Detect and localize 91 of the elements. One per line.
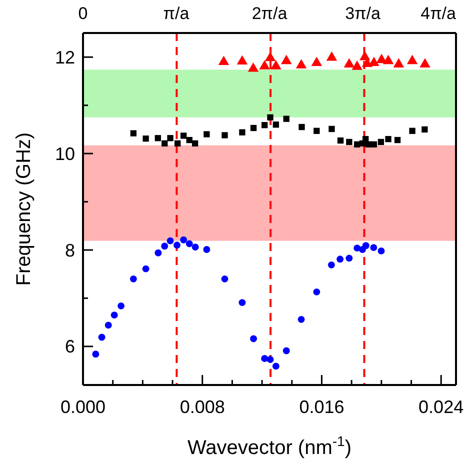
x-tick-label: 0.008	[180, 397, 225, 417]
point	[313, 288, 320, 296]
point	[352, 60, 362, 70]
point	[370, 141, 378, 148]
x2-tick-label: 2π/a	[252, 4, 288, 23]
point	[221, 275, 228, 282]
point	[314, 128, 320, 134]
x2-tick-label: 3π/a	[345, 4, 381, 23]
point	[420, 58, 430, 68]
point	[267, 114, 274, 120]
point	[180, 132, 187, 139]
point	[236, 55, 248, 65]
point	[104, 322, 112, 329]
x-tick-label: 0.000	[60, 397, 106, 417]
point	[250, 124, 257, 132]
point	[261, 122, 268, 128]
point	[250, 335, 258, 342]
point	[328, 261, 335, 268]
point	[362, 242, 370, 250]
point	[264, 52, 276, 62]
point	[296, 59, 307, 68]
point	[282, 347, 290, 354]
point	[204, 131, 210, 138]
point	[328, 126, 335, 132]
point	[337, 137, 344, 144]
point	[326, 51, 338, 61]
point	[110, 312, 118, 319]
point	[272, 122, 279, 128]
point	[298, 124, 305, 130]
point	[382, 54, 394, 64]
point	[283, 116, 290, 122]
point	[406, 54, 418, 64]
point	[298, 316, 305, 323]
point	[180, 236, 188, 244]
point	[378, 247, 385, 254]
x-axis-title: Wavevector (nm$^{-1}$)	[188, 433, 352, 459]
x-tick-label: 0.016	[299, 397, 344, 417]
point	[394, 136, 401, 144]
point	[259, 60, 270, 70]
point	[344, 58, 355, 68]
point	[422, 126, 428, 133]
point	[359, 50, 370, 60]
y-tick-label: 6	[64, 336, 75, 357]
point	[261, 355, 268, 362]
point	[174, 242, 180, 249]
point	[161, 242, 168, 250]
point	[92, 350, 100, 358]
point	[162, 140, 168, 147]
point	[192, 140, 198, 147]
point	[166, 237, 174, 244]
y-tick-label: 12	[54, 47, 75, 68]
point	[336, 256, 344, 263]
x2-tick-label: 4π/a	[420, 4, 457, 23]
point	[203, 246, 210, 253]
point	[98, 334, 106, 341]
point	[174, 140, 181, 147]
point	[186, 136, 192, 144]
y-tick-label: 10	[54, 144, 75, 164]
point	[118, 302, 125, 310]
point	[280, 54, 292, 64]
x2-tick-label: π/a	[163, 4, 190, 23]
point	[385, 136, 392, 142]
point	[154, 135, 161, 142]
point	[167, 135, 174, 142]
point	[409, 128, 416, 134]
point	[154, 249, 162, 256]
point	[222, 132, 228, 138]
point	[346, 254, 353, 262]
point	[130, 130, 137, 136]
point	[368, 56, 380, 66]
point	[266, 356, 274, 363]
point	[130, 275, 137, 282]
point	[393, 58, 404, 68]
x-tick-label: 0.024	[418, 397, 464, 417]
point	[142, 265, 150, 272]
point	[142, 136, 149, 142]
point	[311, 56, 322, 66]
point	[239, 129, 246, 136]
point	[272, 362, 280, 370]
point	[378, 138, 384, 146]
point	[238, 299, 246, 306]
point	[192, 244, 199, 251]
point	[346, 138, 352, 146]
y-axis-title: Frequency (GHz)	[13, 132, 35, 286]
point	[186, 240, 193, 248]
point	[248, 62, 259, 72]
point	[270, 60, 282, 70]
x2-tick-label: 0	[78, 4, 88, 23]
point	[370, 244, 378, 252]
y-tick-label: 8	[64, 240, 75, 260]
point	[218, 56, 230, 66]
